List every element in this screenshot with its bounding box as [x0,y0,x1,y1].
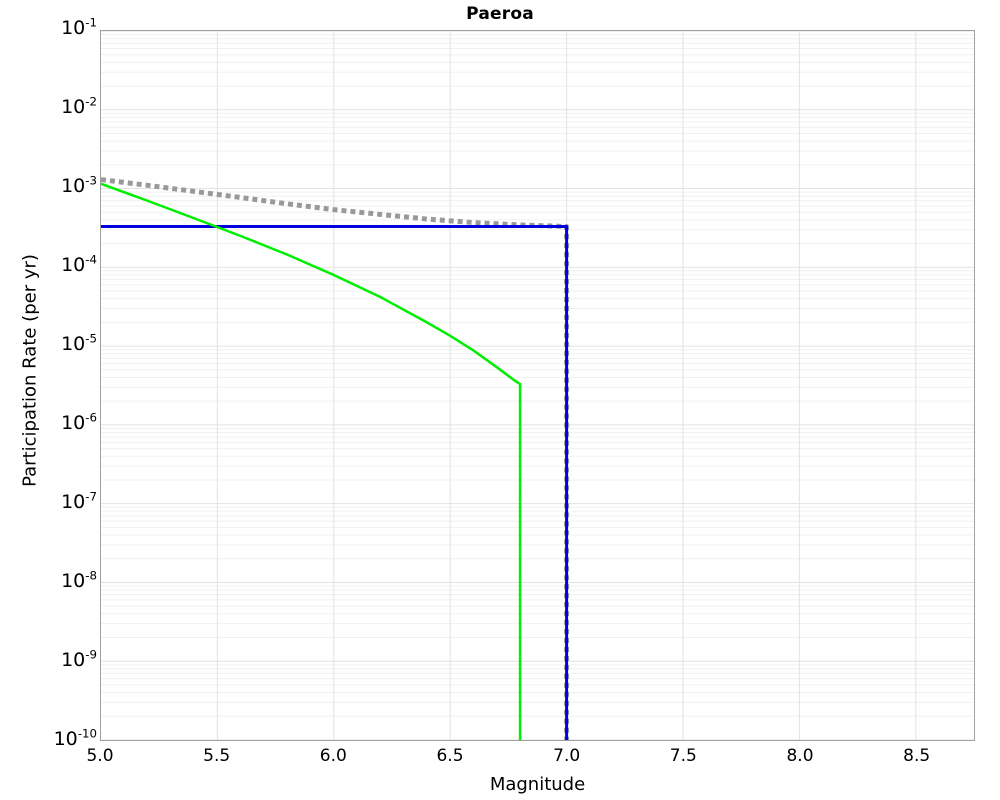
y-tick-label: 10-7 [61,489,97,513]
y-tick-label: 10-4 [61,252,97,276]
x-tick-label: 6.5 [436,746,464,766]
y-tick-label: 10-8 [61,568,97,592]
y-tick-label: 10-5 [61,331,97,355]
y-tick-label: 10-3 [61,173,97,197]
series-model-rate [101,224,569,740]
x-tick-label: 5.5 [203,746,231,766]
plot-area [100,30,975,741]
series-characteristic-rate [101,182,522,740]
data-series-layer [101,177,570,740]
y-tick-label: 10-6 [61,410,97,434]
x-axis-label: Magnitude [489,774,586,795]
x-axis-ticks: 5.0 5.5 6.0 6.5 7.0 7.5 8.0 8.5 [0,746,1000,776]
y-tick-label: 10-1 [61,15,97,39]
grid-lines [101,31,974,740]
x-tick-label: 8.5 [903,746,931,766]
x-tick-label: 5.0 [86,746,114,766]
y-tick-label: 10-9 [61,647,97,671]
series-target-rate [101,177,570,740]
x-tick-label: 7.0 [553,746,581,766]
x-tick-label: 8.0 [786,746,814,766]
y-tick-label: 10-10 [53,726,97,750]
x-tick-label: 7.5 [669,746,697,766]
y-tick-label: 10-2 [61,94,97,118]
page-title: Paeroa [466,4,534,24]
y-axis-ticks: 10-1 10-2 10-3 10-4 10-5 10-6 10-7 10-8 10-9 10-1… [0,0,97,800]
x-tick-label: 6.0 [319,746,347,766]
